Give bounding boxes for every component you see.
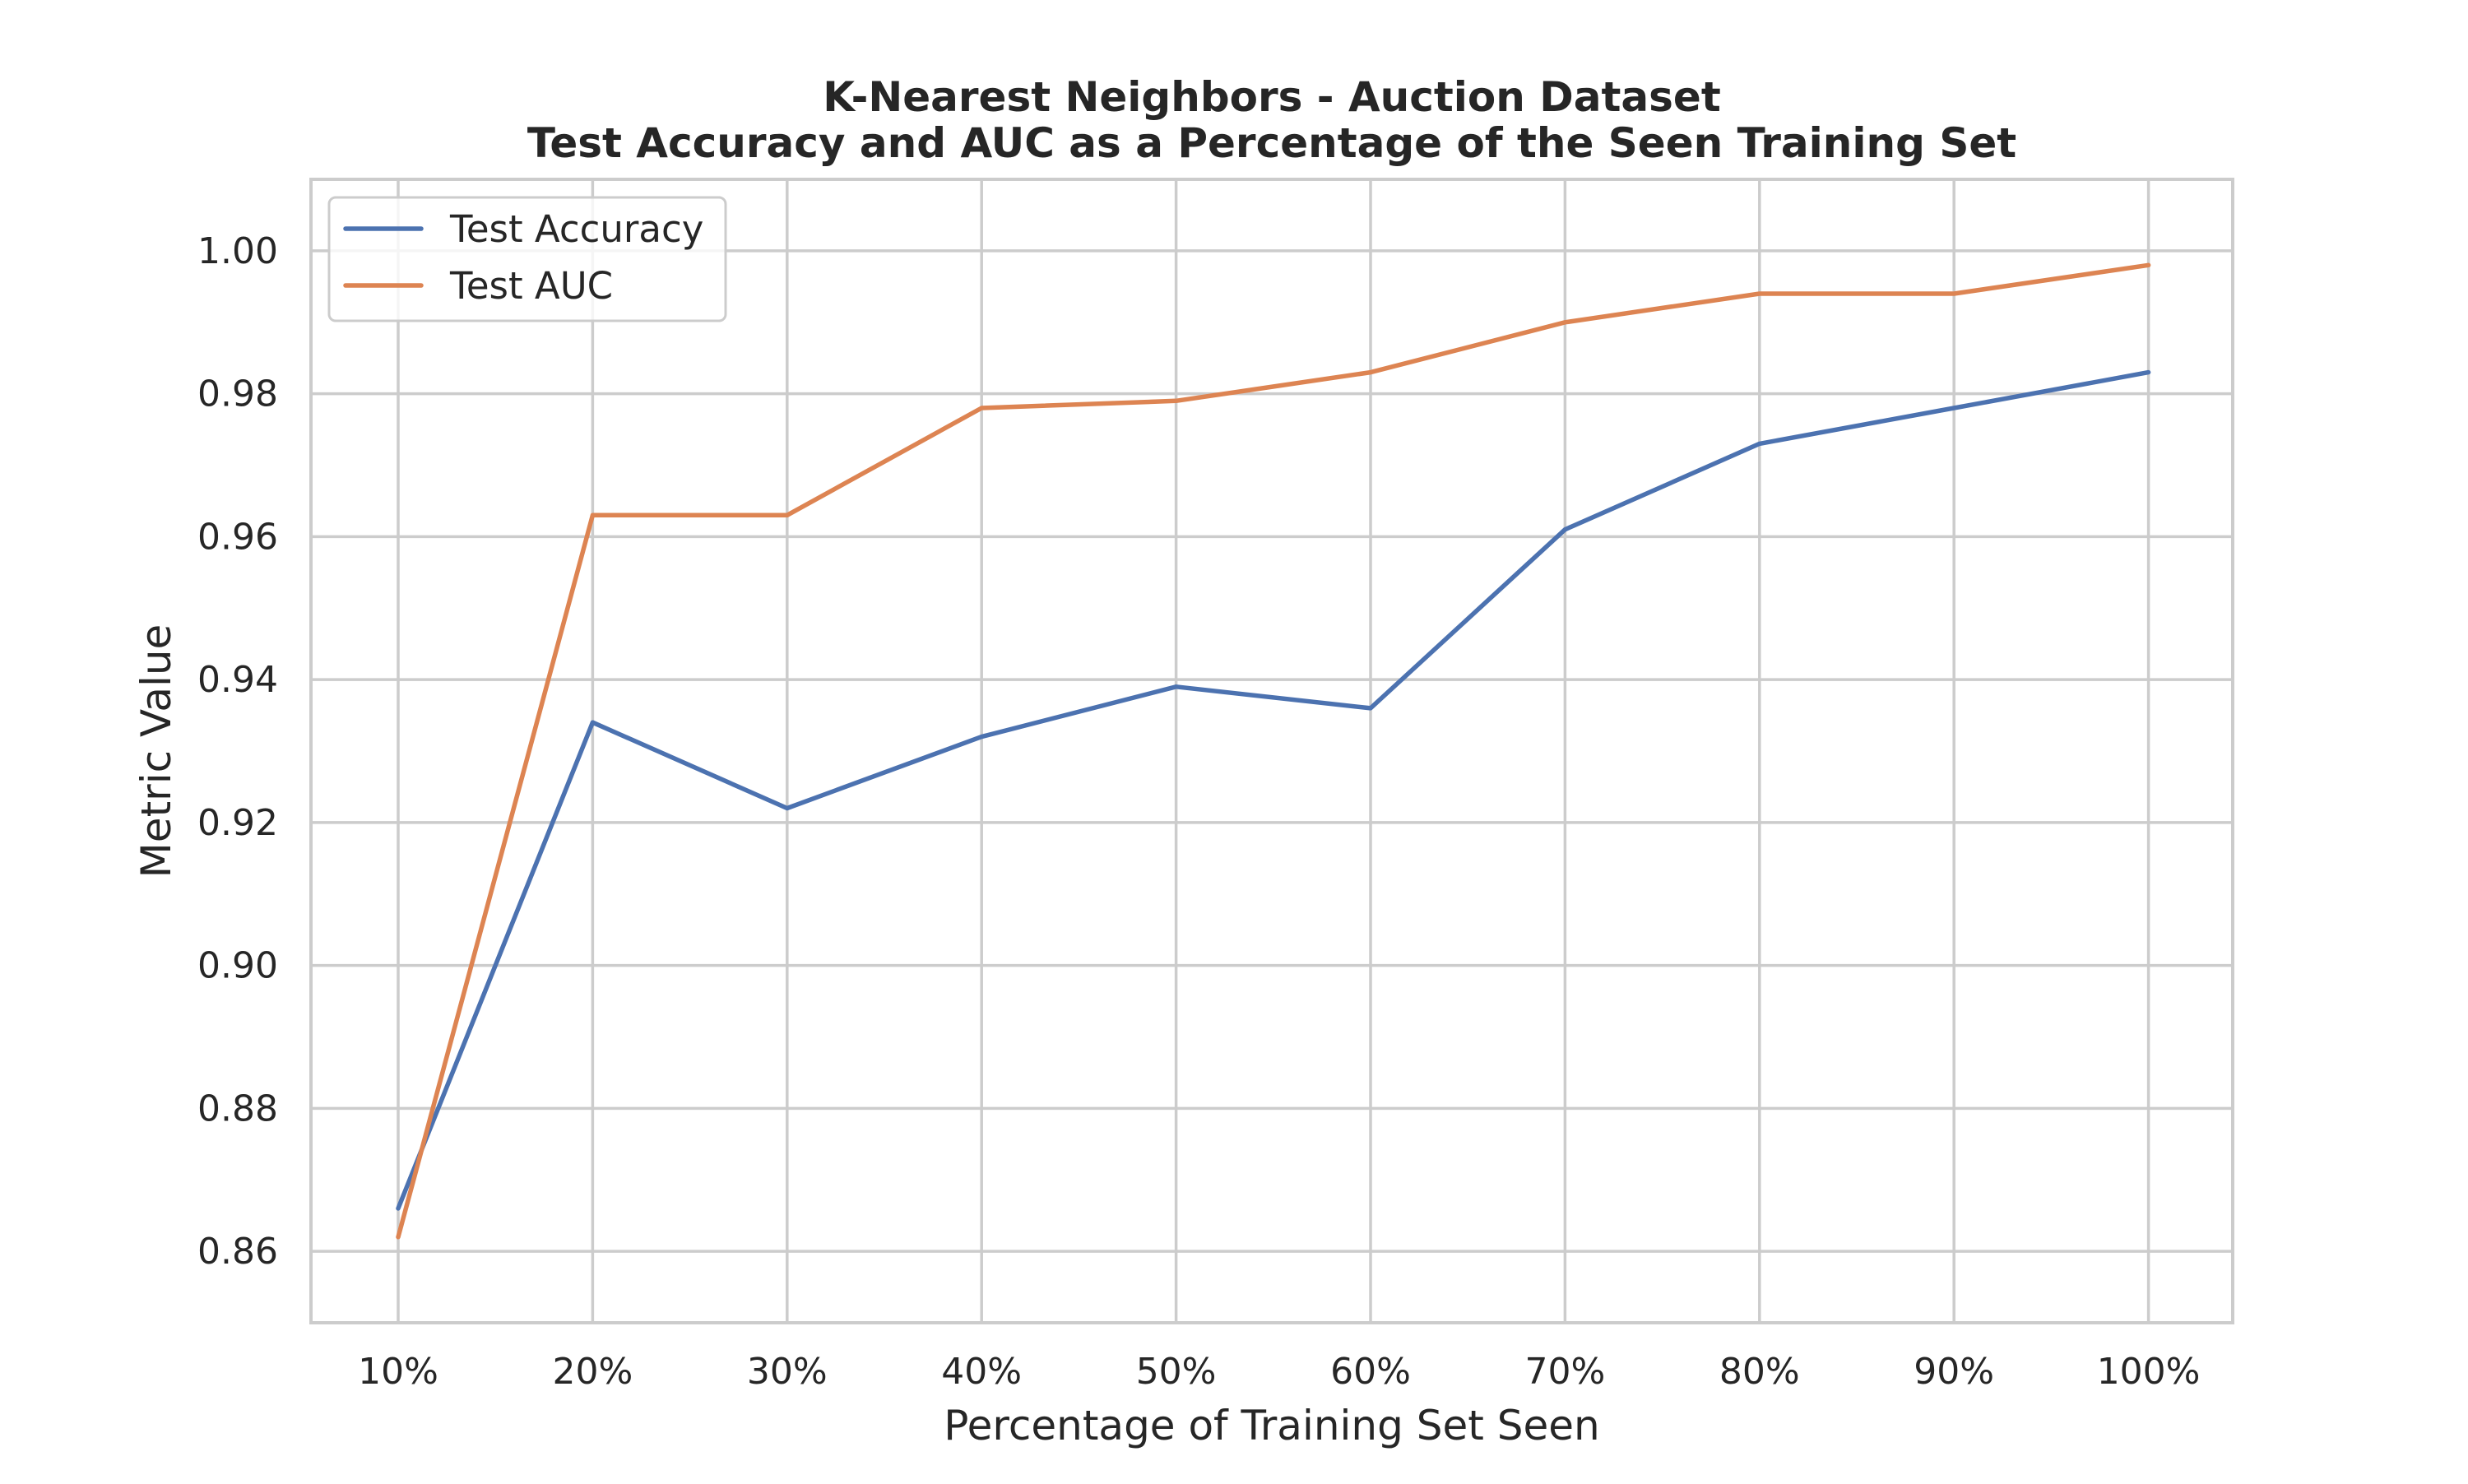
y-tick-label: 0.94 — [197, 659, 278, 701]
y-tick-label: 1.00 — [197, 230, 278, 272]
plot-frame — [309, 178, 2234, 1324]
legend: Test Accuracy Test AUC — [327, 196, 727, 322]
y-tick-label: 0.88 — [197, 1087, 278, 1129]
x-tick-label: 10% — [358, 1351, 438, 1393]
legend-box — [327, 196, 727, 322]
series-lines — [396, 262, 2151, 1240]
y-tick-label: 0.90 — [197, 945, 278, 987]
x-tick-label: 60% — [1330, 1351, 1411, 1393]
tick-labels: 10% 20% 30% 40% 50% 60% 70% 80% 90% 100% 0.86 0.88 0… — [197, 230, 2200, 1393]
x-tick-label: 100% — [2097, 1351, 2201, 1393]
x-tick-label: 70% — [1525, 1351, 1606, 1393]
x-tick-label: 80% — [1719, 1351, 1800, 1393]
chart-title: K-Nearest Neighbors - Auction Dataset — [823, 73, 1720, 121]
series-line-test-accuracy — [396, 369, 2151, 1211]
x-tick-label: 30% — [747, 1351, 828, 1393]
x-tick-label: 40% — [941, 1351, 1022, 1393]
y-tick-label: 0.86 — [197, 1231, 278, 1273]
chart-subtitle: Test Accuracy and AUC as a Percentage of… — [527, 119, 2016, 167]
y-tick-label: 0.98 — [197, 373, 278, 415]
legend-label-test-auc: Test AUC — [449, 264, 613, 308]
x-tick-label: 90% — [1914, 1351, 1994, 1393]
x-tick-label: 20% — [553, 1351, 633, 1393]
x-tick-label: 50% — [1136, 1351, 1217, 1393]
x-axis-label: Percentage of Training Set Seen — [944, 1402, 1599, 1449]
y-tick-label: 0.96 — [197, 516, 278, 558]
series-line-test-auc — [396, 262, 2151, 1240]
y-tick-label: 0.92 — [197, 802, 278, 844]
legend-label-test-accuracy: Test Accuracy — [449, 207, 703, 251]
grid — [311, 179, 2233, 1323]
y-axis-label: Metric Value — [132, 624, 180, 879]
